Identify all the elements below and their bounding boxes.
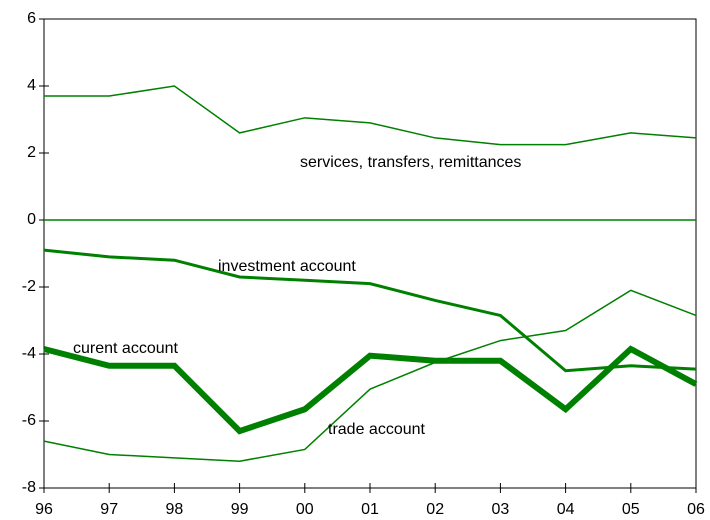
y-tick-label: -2 (22, 278, 36, 295)
series-label: services, transfers, remittances (300, 154, 521, 171)
x-tick-label: 06 (687, 501, 705, 518)
series-label: trade account (328, 421, 426, 438)
x-tick-label: 05 (622, 501, 640, 518)
y-tick-label: -4 (22, 345, 36, 362)
y-tick-label: 0 (27, 211, 36, 228)
y-tick-label: 4 (27, 77, 36, 94)
x-tick-label: 97 (100, 501, 118, 518)
series-line (43, 248, 697, 373)
x-tick-label: 02 (426, 501, 444, 518)
x-tick-label: 99 (231, 501, 249, 518)
y-tick-label: 2 (27, 144, 36, 161)
x-tick-label: 03 (492, 501, 510, 518)
y-tick-label: 6 (27, 10, 36, 27)
x-tick-label: 01 (361, 501, 379, 518)
plot-frame (43, 18, 697, 489)
y-tick-label: -6 (22, 412, 36, 429)
x-tick-label: 00 (296, 501, 314, 518)
x-tick-label: 96 (35, 501, 53, 518)
series-label: investment account (218, 258, 356, 275)
series-line (44, 85, 697, 146)
series-label: curent account (73, 340, 179, 357)
series-line (43, 345, 698, 435)
x-tick-label: 04 (557, 501, 575, 518)
x-tick-label: 98 (166, 501, 184, 518)
series-line (43, 289, 697, 462)
y-tick-label: -8 (22, 479, 36, 496)
